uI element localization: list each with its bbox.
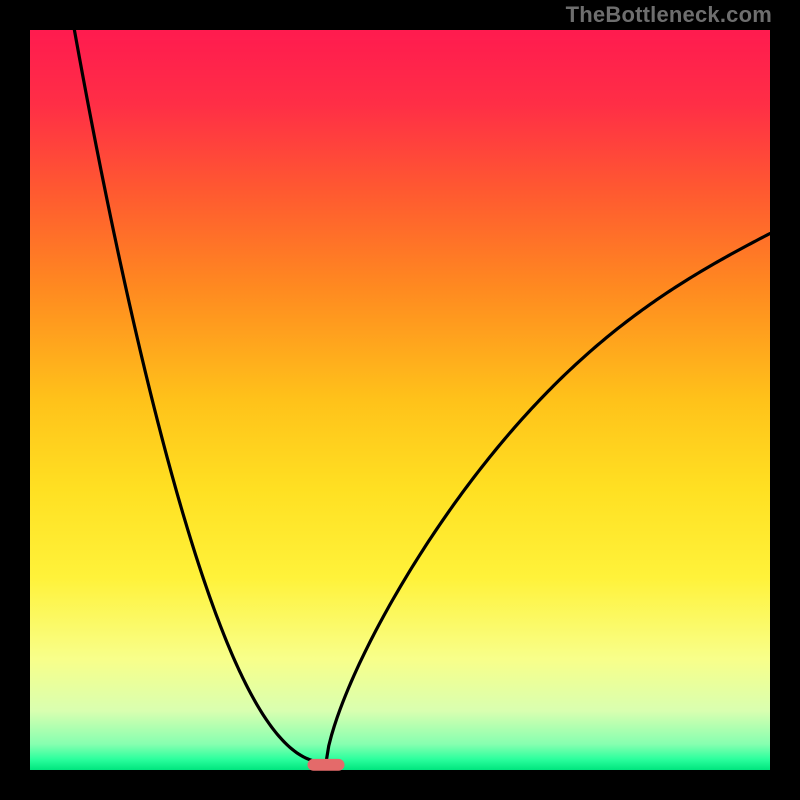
bottleneck-chart-svg [0, 0, 800, 800]
plot-area [30, 30, 770, 770]
watermark-text: TheBottleneck.com [566, 2, 772, 28]
optimal-marker [308, 759, 345, 771]
figure-container: TheBottleneck.com [0, 0, 800, 800]
